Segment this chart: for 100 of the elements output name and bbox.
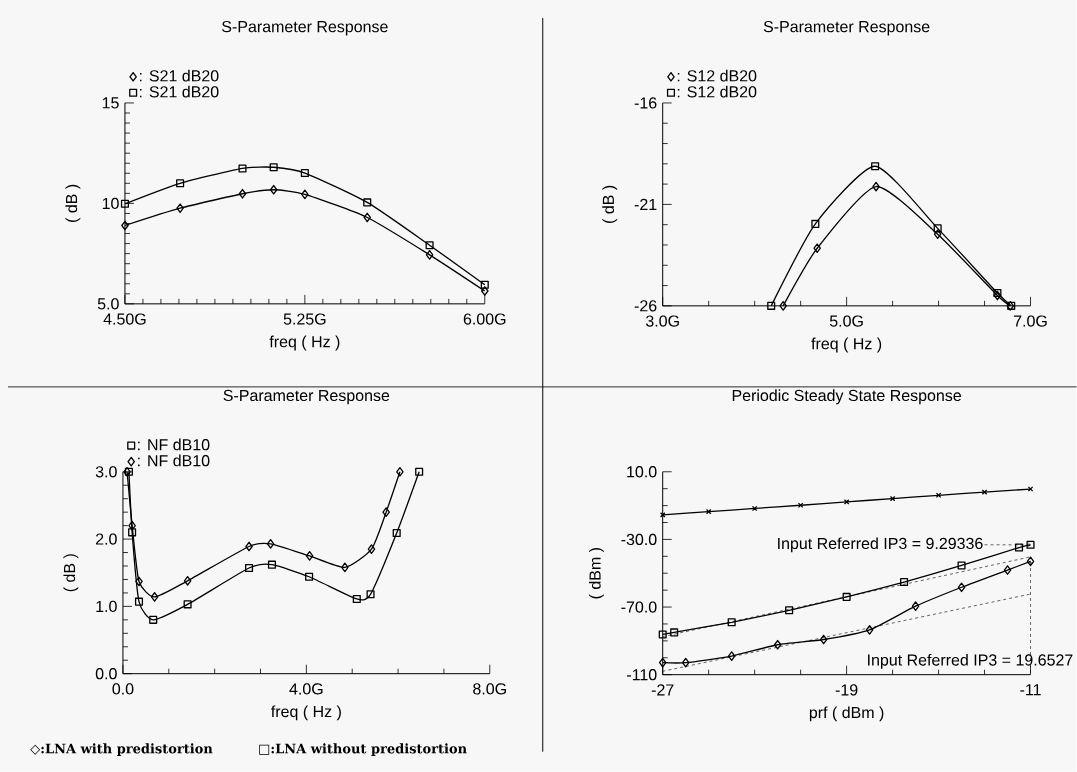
point <box>267 560 277 569</box>
x-axis-title: freq ( Hz ) <box>271 705 341 721</box>
point <box>128 528 137 537</box>
chart-title: Periodic Steady State Response <box>732 389 961 405</box>
legend-label: : NF dB10 <box>138 438 210 451</box>
y-tick-label: 10 <box>102 197 119 210</box>
point <box>301 189 309 200</box>
point <box>238 189 247 199</box>
chart-title: S-Parameter Response <box>763 21 930 36</box>
point <box>933 224 942 233</box>
point <box>1014 543 1024 552</box>
point <box>366 590 375 599</box>
point <box>670 628 679 637</box>
point <box>244 564 254 573</box>
point <box>993 289 1002 298</box>
x-tick-label: 4.0G <box>289 683 323 695</box>
point <box>134 597 144 606</box>
point <box>872 181 880 192</box>
point <box>176 203 184 214</box>
point <box>767 301 776 311</box>
x-axis-title: freq ( Hz ) <box>269 335 340 351</box>
y-tick-label: -30.0 <box>621 533 657 546</box>
point <box>341 562 349 573</box>
point <box>120 199 129 209</box>
point <box>1026 540 1035 550</box>
point <box>269 163 278 172</box>
point <box>135 576 143 587</box>
point <box>269 185 278 195</box>
point <box>149 615 158 625</box>
point <box>352 595 361 604</box>
point <box>681 658 690 668</box>
point <box>842 593 851 602</box>
point <box>305 572 314 581</box>
x-tick-label: 7.0G <box>1014 315 1047 327</box>
y-tick-label: -26 <box>634 300 657 312</box>
point <box>425 250 434 260</box>
point <box>150 592 159 602</box>
y-tick-label: 3.0 <box>95 466 117 478</box>
point <box>658 658 667 668</box>
point <box>183 600 192 609</box>
point <box>266 539 275 549</box>
x-tick-label: -11 <box>1020 684 1041 696</box>
point <box>813 243 821 254</box>
point <box>415 467 424 476</box>
point <box>121 220 129 231</box>
point <box>1026 556 1035 567</box>
point <box>933 229 942 240</box>
y-tick-label: -70.0 <box>621 601 657 613</box>
point <box>785 606 794 615</box>
point <box>1003 565 1012 576</box>
chart-title: S-Parameter Response <box>222 21 388 36</box>
point <box>773 640 782 650</box>
point <box>425 241 434 250</box>
x-tick-label: 4.50G <box>103 313 146 325</box>
point <box>993 290 1002 301</box>
point <box>865 625 874 635</box>
point <box>396 467 404 477</box>
point <box>392 529 401 538</box>
point <box>305 551 314 561</box>
point <box>176 179 185 188</box>
point <box>911 601 920 612</box>
x-tick-label: 0.0 <box>112 683 134 695</box>
annotation: Input Referred IP3 = 19.6527 <box>868 654 1073 669</box>
y-tick-label: 5.0 <box>97 298 119 310</box>
point <box>658 630 667 639</box>
x-tick-label: 5.0G <box>829 315 863 327</box>
legend-label: : S21 dB20 <box>140 69 219 82</box>
point <box>727 618 736 627</box>
point <box>957 561 966 570</box>
point <box>935 492 942 499</box>
y-tick-label: 2.0 <box>95 533 117 545</box>
point <box>871 162 880 171</box>
x-tick-label: 5.25G <box>283 313 326 325</box>
point <box>811 220 820 229</box>
x-axis-title: freq ( Hz ) <box>811 337 882 353</box>
y-tick-label: 10.0 <box>627 466 657 478</box>
text: ◇:LNA with predistortion <box>30 743 213 757</box>
point <box>727 651 736 662</box>
legend-label: : S12 dB20 <box>677 69 757 82</box>
point <box>957 582 966 593</box>
x-tick-label: 3.0G <box>645 315 679 327</box>
y-axis-title: ( dBm ) <box>588 548 604 599</box>
y-tick-label: 1.0 <box>96 600 117 613</box>
y-tick-label: -16 <box>634 97 657 109</box>
y-tick-label: 15 <box>102 97 119 109</box>
x-tick-label: -27 <box>651 684 674 696</box>
point <box>900 578 909 587</box>
y-tick-label: -21 <box>634 199 657 211</box>
y-tick-label: 0.0 <box>95 668 117 680</box>
text: □:LNA without predistortion <box>259 743 467 757</box>
point <box>779 301 787 311</box>
x-tick-label: -19 <box>835 684 858 696</box>
point <box>245 541 253 552</box>
point <box>382 507 390 518</box>
legend-label: : NF dB10 <box>138 454 210 467</box>
annotation: Input Referred IP3 = 9.29336 <box>778 537 983 553</box>
point <box>300 169 309 178</box>
y-axis-title: ( dB ) <box>602 186 618 224</box>
point <box>238 164 247 173</box>
legend-label: : S21 dB20 <box>140 85 219 98</box>
